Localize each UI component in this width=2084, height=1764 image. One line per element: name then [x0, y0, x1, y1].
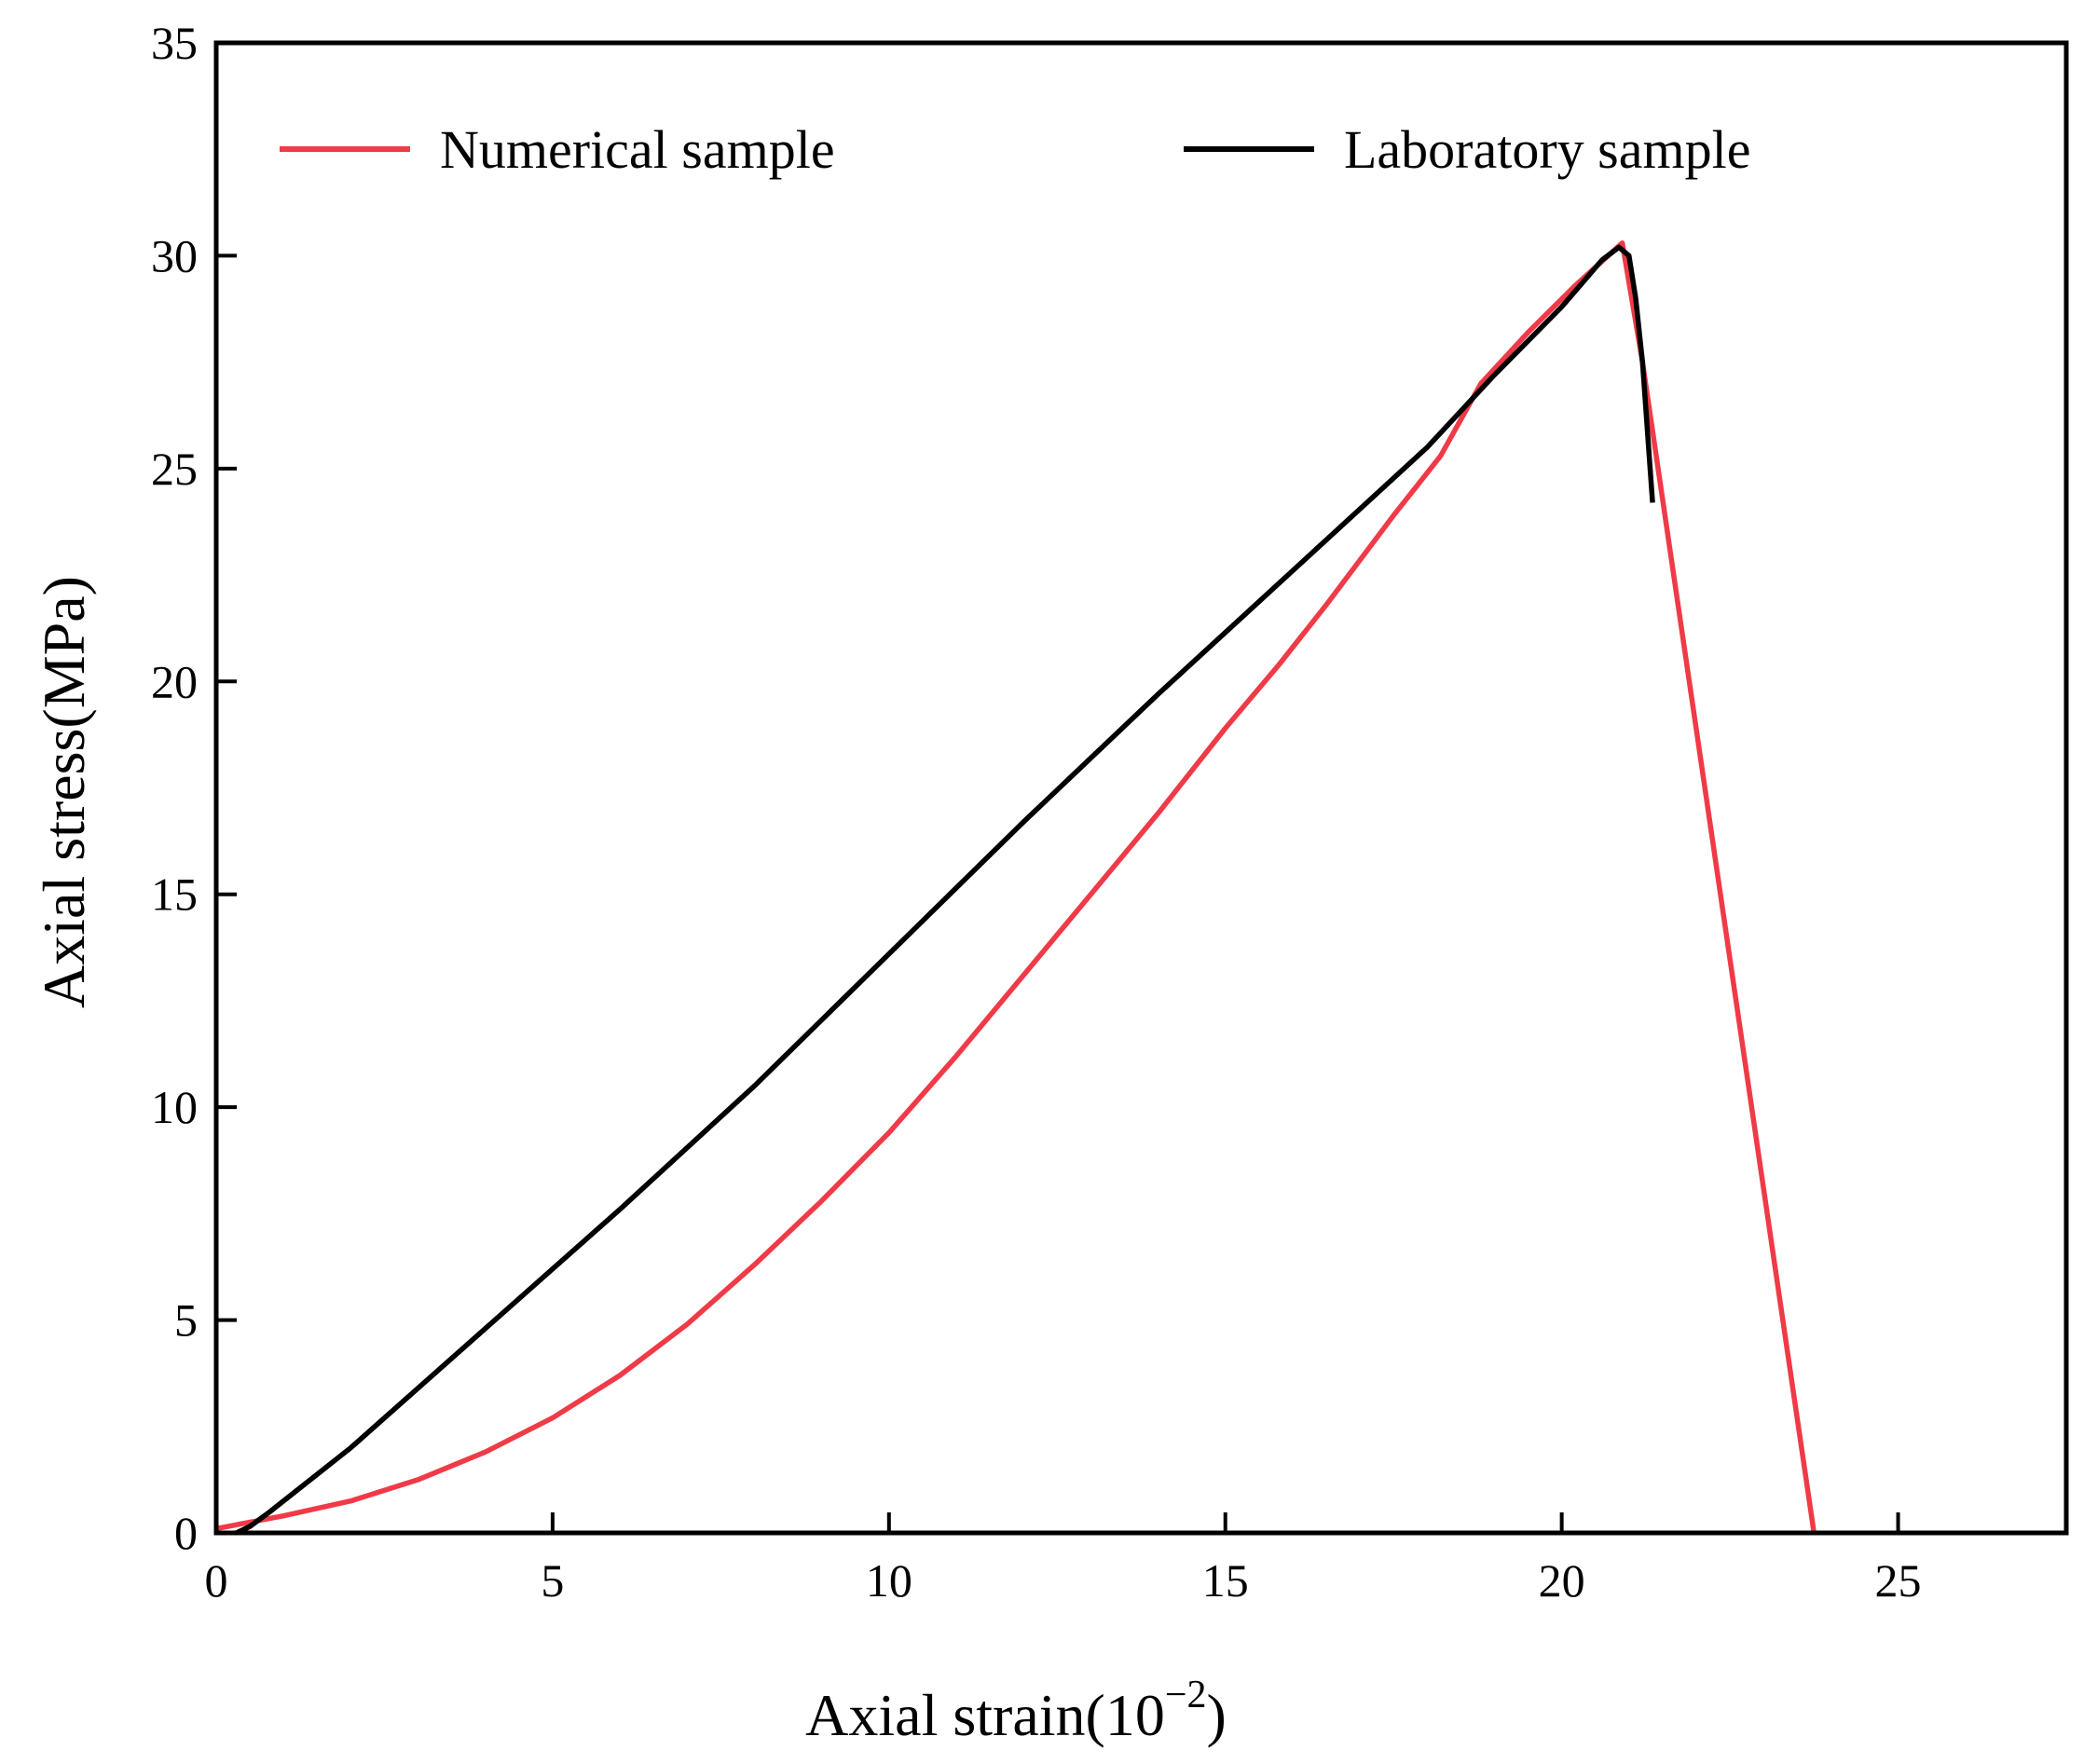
y-tick-label: 35: [151, 17, 198, 69]
plot-frame: [213, 40, 2069, 1536]
y-tick-label: 10: [151, 1081, 198, 1133]
legend-label-numerical: Numerical sample: [440, 119, 835, 180]
series-line-laboratory: [235, 244, 1655, 1536]
x-tick-label: 10: [866, 1554, 912, 1607]
y-tick-label: 25: [151, 443, 198, 495]
y-axis-title: Axial stress(MPa): [31, 576, 97, 1008]
y-tick-label: 5: [174, 1294, 198, 1347]
x-tick-label: 15: [1202, 1554, 1249, 1607]
legend-label-laboratory: Laboratory sample: [1344, 119, 1750, 180]
y-tick-label: 15: [151, 868, 198, 921]
ticks-layer: 0 5 10 15 20 25 0 5 10 15 20 25 30 35: [151, 17, 1922, 1607]
y-tick-label: 0: [174, 1507, 198, 1559]
series-layer: [215, 239, 1817, 1536]
legend: Numerical sample Laboratory sample: [280, 119, 1750, 180]
x-axis-title: Axial strain(10−2): [805, 1674, 1227, 1748]
y-tick-label: 30: [151, 229, 198, 281]
x-axis-title-exponent: −2: [1165, 1674, 1207, 1716]
series-line-numerical: [215, 239, 1817, 1534]
x-tick-label: 25: [1875, 1554, 1922, 1607]
x-tick-label: 0: [205, 1554, 228, 1607]
x-axis-title-close: ): [1207, 1682, 1227, 1748]
x-axis-title-main: Axial strain(10: [805, 1682, 1165, 1748]
x-tick-label: 5: [541, 1554, 564, 1607]
y-tick-label: 20: [151, 655, 198, 707]
x-tick-label: 20: [1539, 1554, 1585, 1607]
